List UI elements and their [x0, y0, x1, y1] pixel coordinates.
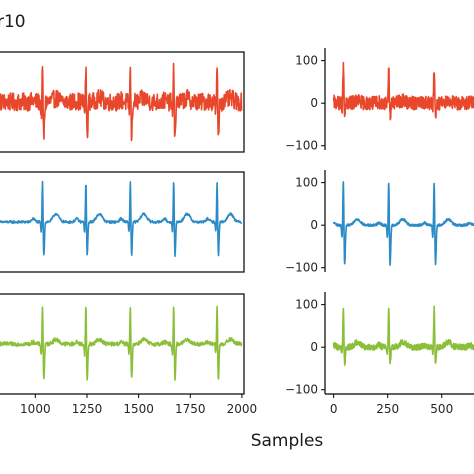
- axes-frame: [0, 51, 245, 153]
- axes-frame: [0, 171, 245, 273]
- y-tick-label: 100: [295, 176, 318, 190]
- x-tick-label: 1750: [175, 402, 206, 416]
- series-line-right-bottom: [332, 305, 474, 366]
- series-line-right-top: [332, 61, 474, 121]
- panel-right-top: 100 0 −100: [285, 48, 474, 153]
- x-tick-label: 250: [376, 402, 399, 416]
- y-tick-label: 100: [295, 298, 318, 312]
- panel-left-middle: [0, 171, 245, 273]
- series-line-left-middle: [0, 180, 243, 258]
- axes-frame: [0, 293, 245, 395]
- panels-group: 1000 1250 1500 1750 20001000−1001000−1001000…: [0, 48, 474, 416]
- y-tick-label: 0: [310, 218, 318, 232]
- x-axis-label: Samples: [251, 431, 324, 451]
- y-tick-label: −100: [285, 139, 318, 153]
- figure-title-fragment: r10: [0, 12, 26, 32]
- x-tick-label: 2000: [227, 402, 258, 416]
- y-tick-label: −100: [285, 261, 318, 275]
- x-tick-label: 1000: [20, 402, 51, 416]
- x-tick-label: 0: [330, 402, 338, 416]
- y-tick-label: 0: [310, 340, 318, 354]
- y-tick-label: 0: [310, 96, 318, 110]
- y-tick-label: 100: [295, 54, 318, 68]
- panel-right-middle: 100 0 −100: [285, 170, 474, 275]
- series-line-left-top: [0, 62, 243, 142]
- x-tick-label: 1500: [123, 402, 154, 416]
- panel-left-bottom: 1000 1250 1500 1750 2000: [0, 293, 258, 416]
- y-tick-label: −100: [285, 383, 318, 397]
- x-tick-label: 1250: [72, 402, 103, 416]
- series-line-left-bottom: [0, 305, 243, 381]
- panel-right-bottom: 1000−10002505007: [285, 292, 474, 416]
- panel-left-top: [0, 51, 245, 153]
- series-line-right-middle: [332, 181, 474, 266]
- x-tick-label: 500: [430, 402, 453, 416]
